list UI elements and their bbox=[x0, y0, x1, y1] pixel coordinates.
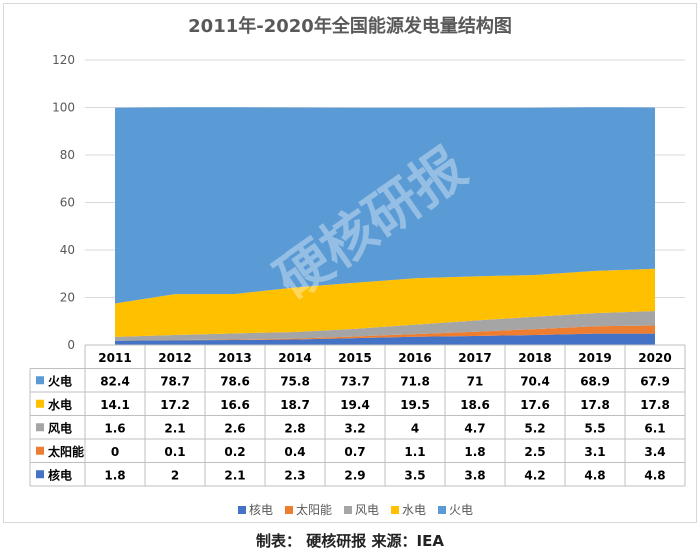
table-row-label: 水电 bbox=[48, 397, 72, 412]
legend-key bbox=[344, 506, 352, 514]
x-tick-label: 2018 bbox=[518, 351, 551, 365]
data-label: 3.2 bbox=[344, 421, 365, 435]
data-label: 3.1 bbox=[584, 445, 605, 459]
data-label: 14.1 bbox=[100, 398, 130, 412]
legend-entry: 太阳能 bbox=[296, 502, 332, 517]
data-label: 2.3 bbox=[284, 468, 305, 482]
data-label: 2.6 bbox=[224, 421, 245, 435]
data-label: 3.4 bbox=[644, 445, 665, 459]
data-label: 18.7 bbox=[280, 398, 310, 412]
y-tick-label: 40 bbox=[60, 243, 75, 257]
legend-key bbox=[285, 506, 293, 514]
y-tick-label: 100 bbox=[52, 101, 75, 115]
data-label: 19.4 bbox=[340, 398, 370, 412]
data-label: 18.6 bbox=[460, 398, 490, 412]
table-legend-key bbox=[36, 376, 44, 385]
data-label: 3.8 bbox=[464, 468, 485, 482]
y-tick-label: 60 bbox=[60, 196, 75, 210]
x-tick-label: 2012 bbox=[158, 351, 191, 365]
data-label: 4.8 bbox=[584, 468, 605, 482]
table-row-label: 风电 bbox=[48, 420, 72, 435]
legend-entry: 水电 bbox=[402, 503, 426, 517]
data-label: 2.1 bbox=[224, 468, 245, 482]
data-label: 75.8 bbox=[280, 374, 310, 388]
y-tick-label: 0 bbox=[67, 338, 75, 352]
data-label: 19.5 bbox=[400, 398, 430, 412]
area-series-太阳能 bbox=[115, 325, 655, 341]
table-row-label: 太阳能 bbox=[48, 444, 84, 459]
area-series-水电 bbox=[115, 268, 655, 337]
data-label: 4.7 bbox=[464, 421, 485, 435]
data-label: 0 bbox=[111, 445, 119, 459]
data-label: 1.8 bbox=[464, 445, 485, 459]
data-label: 3.5 bbox=[404, 468, 425, 482]
data-label: 2.9 bbox=[344, 468, 365, 482]
data-label: 2.8 bbox=[284, 421, 305, 435]
data-label: 1.6 bbox=[104, 421, 125, 435]
data-label: 6.1 bbox=[644, 421, 665, 435]
data-label: 2.5 bbox=[524, 445, 545, 459]
data-label: 70.4 bbox=[520, 374, 550, 388]
data-label: 0.4 bbox=[284, 445, 305, 459]
data-label: 1.8 bbox=[104, 468, 125, 482]
area-series-核电 bbox=[115, 333, 655, 345]
data-label: 71.8 bbox=[400, 374, 430, 388]
table-row-label: 核电 bbox=[48, 467, 72, 482]
data-label: 0.2 bbox=[224, 445, 245, 459]
data-label: 17.6 bbox=[520, 398, 550, 412]
area-series-火电 bbox=[115, 107, 655, 304]
y-tick-label: 20 bbox=[60, 291, 75, 305]
data-label: 0.1 bbox=[164, 445, 185, 459]
data-label: 5.5 bbox=[584, 421, 605, 435]
x-tick-label: 2013 bbox=[218, 351, 251, 365]
data-label: 71 bbox=[467, 374, 484, 388]
data-label: 2 bbox=[171, 468, 179, 482]
data-label: 1.1 bbox=[404, 445, 425, 459]
data-label: 0.7 bbox=[344, 445, 365, 459]
data-label: 78.7 bbox=[160, 374, 190, 388]
x-tick-label: 2016 bbox=[398, 351, 431, 365]
legend-entry: 火电 bbox=[449, 503, 473, 517]
data-label: 5.2 bbox=[524, 421, 545, 435]
data-label: 73.7 bbox=[340, 374, 370, 388]
chart-title: 2011年-2020年全国能源发电量结构图 bbox=[188, 16, 512, 37]
data-label: 17.8 bbox=[580, 398, 610, 412]
data-label: 4.8 bbox=[644, 468, 665, 482]
table-legend-key bbox=[36, 399, 44, 408]
table-legend-key bbox=[36, 446, 44, 455]
data-label: 67.9 bbox=[640, 374, 670, 388]
x-tick-label: 2015 bbox=[338, 351, 371, 365]
x-tick-label: 2011 bbox=[98, 351, 131, 365]
data-label: 82.4 bbox=[100, 374, 130, 388]
y-tick-label: 120 bbox=[52, 53, 75, 67]
data-label: 4 bbox=[411, 421, 419, 435]
area-series-风电 bbox=[115, 311, 655, 341]
legend-key bbox=[438, 506, 446, 514]
data-label: 17.8 bbox=[640, 398, 670, 412]
x-tick-label: 2020 bbox=[638, 351, 671, 365]
x-tick-label: 2019 bbox=[578, 351, 611, 365]
legend-entry: 风电 bbox=[355, 503, 379, 517]
footer-source: 制表： 硬核研报 来源：IEA bbox=[256, 532, 444, 550]
table-legend-key bbox=[36, 423, 44, 432]
legend-entry: 核电 bbox=[249, 503, 273, 517]
data-label: 2.1 bbox=[164, 421, 185, 435]
table-row-label: 火电 bbox=[48, 373, 72, 388]
data-label: 68.9 bbox=[580, 374, 610, 388]
legend-key bbox=[238, 506, 246, 514]
x-tick-label: 2014 bbox=[278, 351, 311, 365]
data-label: 4.2 bbox=[524, 468, 545, 482]
y-tick-label: 80 bbox=[60, 148, 75, 162]
data-label: 16.6 bbox=[220, 398, 250, 412]
x-tick-label: 2017 bbox=[458, 351, 491, 365]
table-legend-key bbox=[36, 470, 44, 479]
data-label: 78.6 bbox=[220, 374, 250, 388]
legend-key bbox=[391, 506, 399, 514]
data-label: 17.2 bbox=[160, 398, 190, 412]
